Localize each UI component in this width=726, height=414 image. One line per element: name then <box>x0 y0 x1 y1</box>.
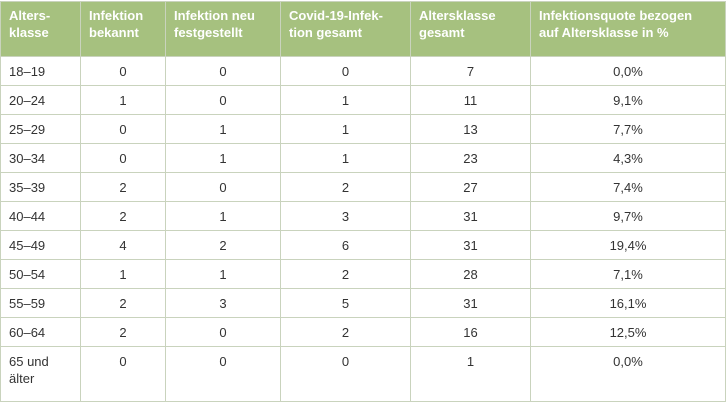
value-cell: 12,5% <box>530 317 726 347</box>
value-cell: 0 <box>165 317 281 347</box>
value-cell: 1 <box>165 259 281 289</box>
value-cell: 27 <box>410 172 531 202</box>
header-cell: Infektion neu festgestellt <box>165 1 281 57</box>
value-cell: 5 <box>280 288 411 318</box>
table-row: 55–59 2 3 5 31 16,1% <box>0 288 726 318</box>
value-cell: 9,7% <box>530 201 726 231</box>
value-cell: 19,4% <box>530 230 726 260</box>
value-cell: 0 <box>280 346 411 402</box>
value-cell: 0 <box>165 56 281 86</box>
table-row: 65 und älter 0 0 0 1 0,0% <box>0 346 726 402</box>
value-cell: 3 <box>165 288 281 318</box>
value-cell: 9,1% <box>530 85 726 115</box>
value-cell: 0 <box>80 114 166 144</box>
value-cell: 2 <box>80 201 166 231</box>
value-cell: 0,0% <box>530 56 726 86</box>
age-cell: 50–54 <box>0 259 81 289</box>
value-cell: 0,0% <box>530 346 726 402</box>
value-cell: 1 <box>280 85 411 115</box>
age-cell: 55–59 <box>0 288 81 318</box>
table-row: 30–34 0 1 1 23 4,3% <box>0 143 726 173</box>
age-cell: 25–29 <box>0 114 81 144</box>
header-row: Alters- klasse Infektion bekannt Infektion… <box>0 1 726 57</box>
value-cell: 31 <box>410 201 531 231</box>
value-cell: 0 <box>80 346 166 402</box>
age-cell: 60–64 <box>0 317 81 347</box>
table-row: 35–39 2 0 2 27 7,4% <box>0 172 726 202</box>
value-cell: 31 <box>410 288 531 318</box>
value-cell: 1 <box>410 346 531 402</box>
value-cell: 4,3% <box>530 143 726 173</box>
age-cell: 35–39 <box>0 172 81 202</box>
table-row: 25–29 0 1 1 13 7,7% <box>0 114 726 144</box>
value-cell: 0 <box>165 346 281 402</box>
value-cell: 2 <box>80 288 166 318</box>
value-cell: 1 <box>80 85 166 115</box>
value-cell: 23 <box>410 143 531 173</box>
age-cell: 18–19 <box>0 56 81 86</box>
value-cell: 7,4% <box>530 172 726 202</box>
table-row: 18–19 0 0 0 7 0,0% <box>0 56 726 86</box>
age-cell: 40–44 <box>0 201 81 231</box>
value-cell: 3 <box>280 201 411 231</box>
value-cell: 7,1% <box>530 259 726 289</box>
value-cell: 13 <box>410 114 531 144</box>
table-row: 50–54 1 1 2 28 7,1% <box>0 259 726 289</box>
data-table: Alters- klasse Infektion bekannt Infektion… <box>0 1 726 402</box>
value-cell: 1 <box>165 143 281 173</box>
value-cell: 1 <box>280 114 411 144</box>
value-cell: 0 <box>80 143 166 173</box>
value-cell: 4 <box>80 230 166 260</box>
value-cell: 0 <box>165 85 281 115</box>
value-cell: 7 <box>410 56 531 86</box>
table-row: 45–49 4 2 6 31 19,4% <box>0 230 726 260</box>
value-cell: 16 <box>410 317 531 347</box>
value-cell: 11 <box>410 85 531 115</box>
value-cell: 6 <box>280 230 411 260</box>
age-cell: 20–24 <box>0 85 81 115</box>
value-cell: 1 <box>165 114 281 144</box>
age-cell: 30–34 <box>0 143 81 173</box>
header-cell: Altersklasse gesamt <box>410 1 531 57</box>
header-cell: Alters- klasse <box>0 1 81 57</box>
value-cell: 0 <box>280 56 411 86</box>
value-cell: 2 <box>80 317 166 347</box>
table-row: 20–24 1 0 1 11 9,1% <box>0 85 726 115</box>
value-cell: 2 <box>80 172 166 202</box>
table-row: 40–44 2 1 3 31 9,7% <box>0 201 726 231</box>
value-cell: 28 <box>410 259 531 289</box>
age-cell: 65 und älter <box>0 346 81 402</box>
header-cell: Covid-19-Infek- tion gesamt <box>280 1 411 57</box>
table-row: 60–64 2 0 2 16 12,5% <box>0 317 726 347</box>
table-body: 18–19 0 0 0 7 0,0% 20–24 1 0 1 11 9,1% 25–29 0 1 1 13 7,7… <box>0 56 726 402</box>
age-cell: 45–49 <box>0 230 81 260</box>
value-cell: 31 <box>410 230 531 260</box>
value-cell: 2 <box>165 230 281 260</box>
header-cell: Infektionsquote bezogen auf Altersklasse… <box>530 1 726 57</box>
value-cell: 2 <box>280 172 411 202</box>
value-cell: 2 <box>280 259 411 289</box>
value-cell: 1 <box>80 259 166 289</box>
value-cell: 2 <box>280 317 411 347</box>
header-cell: Infektion bekannt <box>80 1 166 57</box>
value-cell: 0 <box>165 172 281 202</box>
value-cell: 16,1% <box>530 288 726 318</box>
value-cell: 1 <box>165 201 281 231</box>
value-cell: 7,7% <box>530 114 726 144</box>
value-cell: 0 <box>80 56 166 86</box>
value-cell: 1 <box>280 143 411 173</box>
